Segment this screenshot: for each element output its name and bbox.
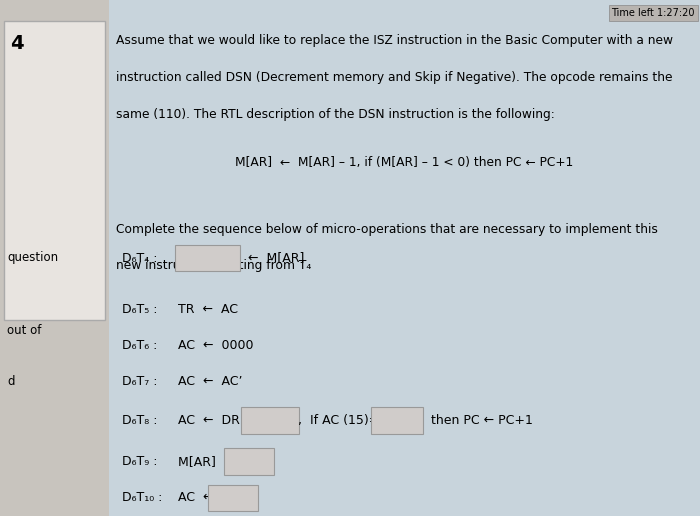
Text: Complete the sequence below of micro-operations that are necessary to implement : Complete the sequence below of micro-ope… <box>116 223 657 236</box>
Text: D₆T₇ :: D₆T₇ : <box>122 375 158 389</box>
Text: question: question <box>7 251 58 265</box>
Text: M[AR]  ←: M[AR] ← <box>174 455 235 469</box>
Bar <box>224 448 274 475</box>
Text: AC  ←  DR +: AC ← DR + <box>174 414 255 427</box>
Bar <box>371 407 424 434</box>
Text: out of: out of <box>7 324 41 337</box>
Text: Assume that we would like to replace the ISZ instruction in the Basic Computer w: Assume that we would like to replace the… <box>116 34 673 46</box>
Bar <box>0 0 108 516</box>
Bar <box>108 0 700 516</box>
Text: TR  ←  AC: TR ← AC <box>174 303 239 316</box>
Text: M[AR]  ←  M[AR] – 1, if (M[AR] – 1 < 0) then PC ← PC+1: M[AR] ← M[AR] – 1, if (M[AR] – 1 < 0) th… <box>235 156 573 169</box>
Text: AC  ←: AC ← <box>174 491 214 505</box>
Text: new instruction starting from T₄: new instruction starting from T₄ <box>116 259 311 271</box>
Bar <box>174 245 239 271</box>
Text: instruction called DSN (Decrement memory and Skip if Negative). The opcode remai: instruction called DSN (Decrement memory… <box>116 71 672 84</box>
Text: D₆T₆ :: D₆T₆ : <box>122 339 158 352</box>
Text: AC  ←  0000: AC ← 0000 <box>174 339 254 352</box>
Text: ←  M[AR]: ← M[AR] <box>239 251 304 265</box>
Text: d: d <box>7 375 15 389</box>
Text: AC  ←  AC’: AC ← AC’ <box>174 375 243 389</box>
Text: same (110). The RTL description of the DSN instruction is the following:: same (110). The RTL description of the D… <box>116 108 554 121</box>
Text: D₆T₈ :: D₆T₈ : <box>122 414 158 427</box>
Bar <box>4 21 105 320</box>
Text: ,  If AC (15)=: , If AC (15)= <box>298 414 380 427</box>
Text: D₆T₄ :: D₆T₄ : <box>122 251 158 265</box>
Text: D₆T₁₀ :: D₆T₁₀ : <box>122 491 163 505</box>
Bar <box>207 485 258 511</box>
Text: 4: 4 <box>10 34 24 53</box>
Text: D₆T₅ :: D₆T₅ : <box>122 303 158 316</box>
Text: Time left 1:27:20: Time left 1:27:20 <box>612 8 695 18</box>
Text: D₆T₉ :: D₆T₉ : <box>122 455 158 469</box>
Bar <box>241 407 298 434</box>
Text: then PC ← PC+1: then PC ← PC+1 <box>424 414 533 427</box>
